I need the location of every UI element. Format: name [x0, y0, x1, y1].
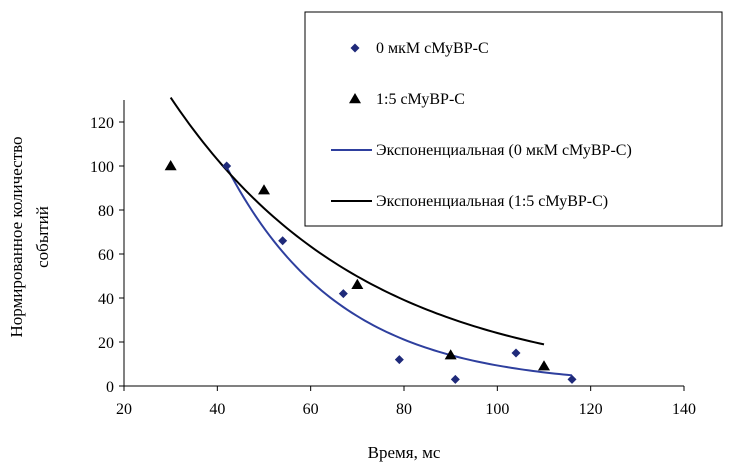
trendline-2	[169, 96, 545, 346]
legend: 0 мкМ сМуВР-С 1:5 сМуВР-С Экспоненциальн…	[304, 11, 723, 227]
data-point-series-1	[567, 374, 577, 384]
x-tick-label: 100	[485, 401, 509, 418]
x-tick-label: 120	[579, 401, 603, 418]
x-tick-label: 60	[303, 401, 319, 418]
x-tick-label: 80	[396, 401, 412, 418]
y-tick-label: 0	[106, 379, 114, 396]
legend-label-trend-2: Экспоненциальная (1:5 сМуВР-С)	[376, 193, 608, 210]
data-point-series-2	[538, 360, 550, 371]
data-point-series-1	[450, 374, 460, 384]
legend-label-series-1: 0 мкМ сМуВР-С	[376, 40, 489, 57]
x-tick-label: 20	[116, 401, 132, 418]
data-point-series-1	[338, 289, 348, 299]
legend-box	[304, 11, 723, 227]
legend-label-series-2: 1:5 сМуВР-С	[376, 91, 465, 108]
y-tick-label: 20	[98, 335, 114, 352]
legend-label-trend-1: Экспоненциальная (0 мкМ сМуВР-С)	[376, 142, 632, 159]
y-tick-label: 60	[98, 247, 114, 264]
x-tick-label: 40	[209, 401, 225, 418]
data-point-series-2	[444, 349, 457, 360]
data-point-series-2	[164, 160, 177, 171]
legend-marker-triangle-icon	[349, 93, 361, 104]
data-point-series-1	[394, 355, 404, 365]
x-tick-label: 140	[672, 401, 696, 418]
data-point-series-1	[278, 236, 288, 246]
y-axis-title-line-1: Нормированное количество	[7, 136, 26, 337]
legend-marker-diamond-icon	[350, 43, 360, 53]
data-point-series-2	[258, 184, 270, 195]
y-tick-label: 80	[98, 203, 114, 220]
data-point-series-2	[351, 278, 364, 289]
data-points	[164, 160, 577, 384]
x-axis-title: Время, мс	[368, 443, 441, 462]
y-tick-label: 120	[90, 115, 114, 132]
y-tick-label: 100	[90, 159, 114, 176]
data-point-series-1	[222, 161, 232, 171]
trendlines	[169, 96, 573, 377]
legend-entries	[331, 43, 372, 202]
y-tick-label: 40	[98, 291, 114, 308]
data-point-series-1	[511, 348, 521, 358]
y-axis-title-line-2: событий	[33, 206, 52, 268]
trendline-1	[225, 166, 573, 377]
